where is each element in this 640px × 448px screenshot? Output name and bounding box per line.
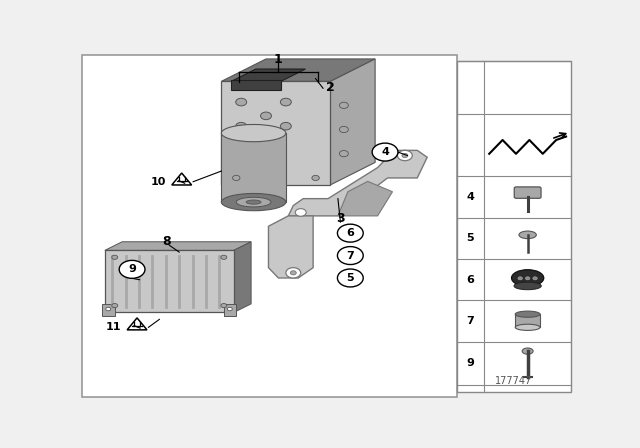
Ellipse shape (221, 125, 286, 142)
FancyBboxPatch shape (515, 187, 541, 198)
Text: 6: 6 (467, 275, 474, 285)
FancyBboxPatch shape (221, 82, 330, 185)
Ellipse shape (221, 194, 286, 211)
Polygon shape (172, 173, 191, 185)
Ellipse shape (525, 277, 530, 280)
Ellipse shape (511, 270, 544, 286)
Polygon shape (234, 242, 251, 313)
Text: 177747: 177747 (495, 376, 532, 387)
Ellipse shape (227, 307, 232, 311)
Ellipse shape (106, 307, 111, 311)
Circle shape (337, 246, 364, 264)
Text: 4: 4 (381, 147, 389, 157)
Circle shape (119, 260, 145, 278)
Ellipse shape (280, 122, 291, 130)
Polygon shape (269, 216, 313, 278)
Ellipse shape (280, 98, 291, 106)
Ellipse shape (286, 267, 301, 278)
Ellipse shape (221, 255, 227, 259)
Text: 3: 3 (336, 212, 345, 225)
Polygon shape (231, 69, 305, 82)
Text: 2: 2 (326, 81, 335, 94)
FancyBboxPatch shape (102, 304, 115, 316)
Ellipse shape (246, 200, 261, 204)
FancyBboxPatch shape (457, 60, 571, 392)
FancyBboxPatch shape (224, 304, 236, 316)
Polygon shape (221, 59, 375, 82)
Text: 9: 9 (467, 358, 474, 368)
Ellipse shape (522, 348, 533, 354)
Ellipse shape (514, 282, 541, 290)
Ellipse shape (312, 175, 319, 181)
FancyBboxPatch shape (515, 314, 540, 327)
Ellipse shape (221, 303, 227, 308)
Ellipse shape (236, 122, 246, 130)
Ellipse shape (260, 112, 271, 120)
Circle shape (337, 269, 364, 287)
Ellipse shape (339, 102, 348, 108)
Text: 10: 10 (150, 177, 166, 187)
Ellipse shape (533, 277, 538, 280)
FancyBboxPatch shape (83, 56, 457, 397)
Circle shape (372, 143, 398, 161)
Ellipse shape (397, 151, 412, 161)
Text: 6: 6 (346, 228, 355, 238)
FancyBboxPatch shape (105, 250, 234, 313)
Ellipse shape (291, 271, 296, 275)
Ellipse shape (232, 175, 240, 181)
Text: 5: 5 (467, 233, 474, 243)
Ellipse shape (402, 154, 408, 158)
FancyBboxPatch shape (221, 133, 286, 202)
Text: 8: 8 (163, 235, 171, 248)
Text: 7: 7 (467, 316, 474, 326)
FancyBboxPatch shape (231, 80, 281, 90)
Polygon shape (127, 318, 147, 330)
Polygon shape (338, 181, 392, 216)
Text: 4: 4 (467, 192, 474, 202)
Text: 1: 1 (274, 53, 283, 66)
Text: 5: 5 (346, 273, 354, 283)
Circle shape (337, 224, 364, 242)
Text: 11: 11 (106, 322, 122, 332)
Ellipse shape (519, 231, 536, 239)
Ellipse shape (112, 303, 118, 308)
Polygon shape (105, 242, 251, 250)
Ellipse shape (515, 324, 540, 331)
Text: 9: 9 (128, 264, 136, 274)
Ellipse shape (112, 255, 118, 259)
Ellipse shape (295, 209, 306, 216)
Ellipse shape (515, 311, 540, 317)
Ellipse shape (518, 277, 522, 280)
Ellipse shape (339, 151, 348, 157)
Polygon shape (288, 151, 428, 216)
Ellipse shape (339, 126, 348, 133)
Ellipse shape (236, 98, 246, 106)
Text: 7: 7 (346, 250, 354, 261)
Polygon shape (330, 59, 375, 185)
Ellipse shape (236, 197, 271, 207)
